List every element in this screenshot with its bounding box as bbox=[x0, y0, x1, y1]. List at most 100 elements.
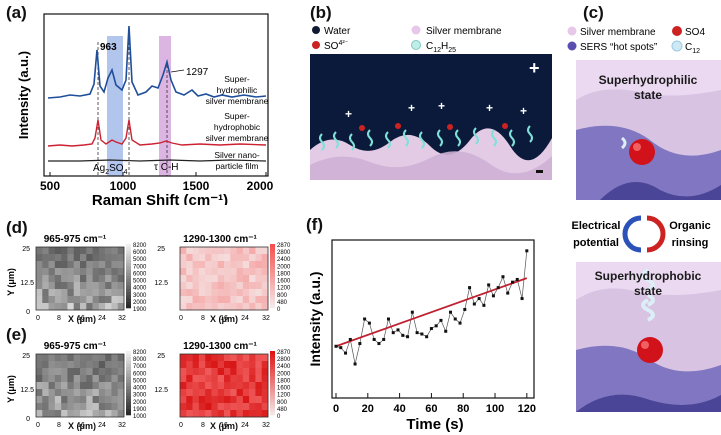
heatmap-cell bbox=[224, 275, 231, 283]
colorbar-segment bbox=[270, 389, 275, 393]
colorbar-segment bbox=[270, 367, 275, 371]
heatmap-cell bbox=[86, 389, 93, 397]
heatmap-cell bbox=[198, 361, 206, 369]
heatmap-cell bbox=[105, 375, 112, 383]
d-xtick-0: 0 bbox=[36, 315, 40, 322]
colorbar-segment bbox=[126, 379, 131, 384]
heatmap-cell bbox=[211, 382, 219, 390]
heatmap-cell bbox=[205, 368, 212, 376]
heatmap-cell bbox=[98, 275, 106, 283]
colorbar-label: 0 bbox=[277, 414, 281, 420]
b-legend-so4: SO4²⁻ bbox=[324, 40, 349, 52]
heatmap-cell bbox=[36, 403, 43, 411]
heatmap-cell bbox=[230, 254, 237, 262]
heatmap-cell bbox=[86, 261, 93, 269]
colorbar-segment bbox=[126, 298, 131, 302]
f-data-point bbox=[439, 318, 443, 322]
heatmap-cell bbox=[180, 410, 187, 418]
heatmap-cell bbox=[73, 368, 81, 376]
colorbar-segment bbox=[270, 301, 275, 306]
heatmap-cell bbox=[211, 354, 219, 362]
heatmap-cell bbox=[98, 289, 106, 297]
heatmap-cell bbox=[73, 268, 81, 276]
b-so4-ions bbox=[359, 123, 508, 131]
heatmap-cell bbox=[205, 396, 212, 404]
heatmap-cell bbox=[217, 282, 225, 290]
heatmap-cell bbox=[98, 375, 106, 383]
c-bottom-so4 bbox=[637, 337, 663, 363]
f-data-point bbox=[444, 329, 448, 333]
colorbar-segment bbox=[126, 295, 131, 299]
heatmap-cell bbox=[73, 261, 81, 269]
heatmap-cell bbox=[249, 354, 256, 362]
heatmap-cell bbox=[211, 403, 219, 411]
d-ytick-0: 0 bbox=[26, 309, 30, 316]
heatmap-cell bbox=[73, 389, 81, 397]
heatmap-cell bbox=[180, 389, 187, 397]
f-data-point bbox=[525, 249, 529, 253]
f-data-point bbox=[406, 335, 410, 339]
heatmap-cell bbox=[180, 296, 187, 304]
heatmap-cell bbox=[205, 410, 212, 418]
heatmap-cell bbox=[98, 368, 106, 376]
c12h25-icon bbox=[411, 40, 421, 50]
c-arrow-right-2: rinsing bbox=[672, 237, 709, 249]
heatmap-cell bbox=[211, 410, 219, 418]
heatmap-cell bbox=[48, 382, 56, 390]
heatmap-cell bbox=[48, 361, 56, 369]
panel-d-heatmaps: 965-975 cm⁻¹ 1290-1300 cm⁻¹ Y (μm) 25 12… bbox=[6, 234, 291, 322]
heatmap-cell bbox=[61, 368, 68, 376]
d-r-xtick-16: 16 bbox=[220, 315, 228, 322]
heatmap-cell bbox=[105, 396, 112, 404]
c-legend-silver: Silver membrane bbox=[580, 27, 656, 38]
heatmap-cell bbox=[205, 261, 212, 269]
colorbar-label: 7000 bbox=[133, 264, 147, 270]
heatmap-cell bbox=[67, 410, 75, 418]
heatmap-cell bbox=[67, 361, 75, 369]
heatmap-cell bbox=[217, 247, 225, 255]
f-data-point bbox=[425, 335, 429, 339]
heatmap-cell bbox=[217, 354, 225, 362]
heatmap-cell bbox=[249, 247, 256, 255]
colorbar-label: 1900 bbox=[133, 307, 147, 313]
heatmap-cell bbox=[230, 275, 237, 283]
d-r-ytick-25: 25 bbox=[157, 246, 165, 253]
heatmap-cell bbox=[92, 275, 100, 283]
heatmap-cell bbox=[80, 289, 87, 297]
heatmap-cell bbox=[236, 396, 244, 404]
heatmap-cell bbox=[42, 361, 49, 369]
heatmap-cell bbox=[217, 389, 225, 397]
heatmap-cell bbox=[105, 361, 112, 369]
heatmap-cell bbox=[236, 247, 244, 255]
heatmap-cell bbox=[217, 382, 225, 390]
heatmap-cell bbox=[192, 403, 200, 411]
heatmap-cell bbox=[67, 368, 75, 376]
heatmap-cell bbox=[242, 382, 250, 390]
heatmap-cell bbox=[236, 375, 244, 383]
panel-a-spectrum: 500 1000 1500 2000 Raman Shift (cm⁻¹) In… bbox=[16, 13, 274, 205]
c-arrow-left-1: Electrical bbox=[572, 220, 621, 232]
heatmap-cell bbox=[98, 354, 106, 362]
colorbar-label: 2000 bbox=[277, 371, 291, 377]
heatmap-cell bbox=[54, 389, 62, 397]
heatmap-cell bbox=[192, 261, 200, 269]
d-xtick-32: 32 bbox=[118, 315, 126, 322]
heatmap-cell bbox=[92, 403, 100, 411]
colorbar-segment bbox=[126, 266, 131, 270]
colorbar-label: 5000 bbox=[133, 257, 147, 263]
heatmap-cell bbox=[105, 261, 112, 269]
heatmap-cell bbox=[249, 403, 256, 411]
f-data-point bbox=[420, 332, 424, 336]
colorbar-segment bbox=[270, 351, 275, 355]
e-ytick-12: 12.5 bbox=[20, 387, 34, 394]
heatmap-cell bbox=[48, 303, 56, 311]
heatmap-cell bbox=[48, 247, 56, 255]
colorbar-segment bbox=[270, 304, 275, 309]
heatmap-cell bbox=[236, 254, 244, 262]
d-ytick-25: 25 bbox=[22, 246, 30, 253]
heatmap-cell bbox=[242, 268, 250, 276]
colorbar-segment bbox=[270, 408, 275, 413]
heatmap-cell bbox=[261, 261, 269, 269]
f-data-point bbox=[511, 280, 515, 284]
d-left-heatmap bbox=[35, 246, 125, 311]
